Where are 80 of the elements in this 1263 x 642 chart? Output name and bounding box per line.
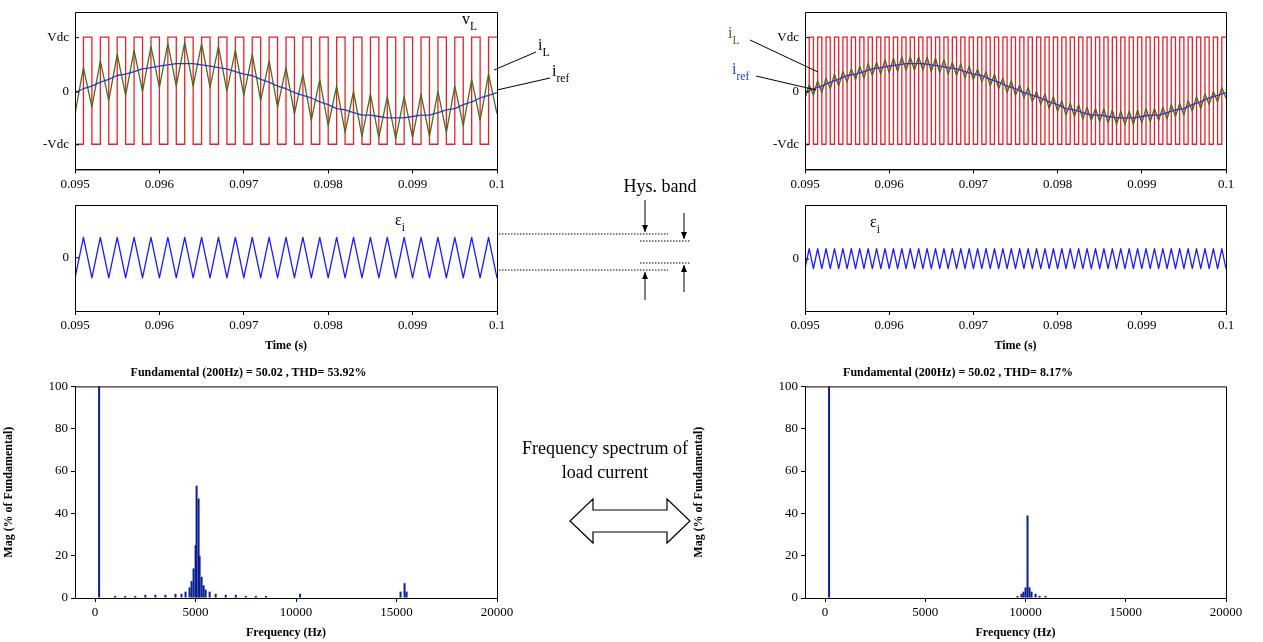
x-tick-label: 0.098 xyxy=(1042,175,1073,191)
y-axis-title: Mag (% of Fundamental) xyxy=(1,426,16,558)
y-tick-label: 100 xyxy=(48,377,68,393)
x-tick-label: 0.099 xyxy=(397,175,428,191)
x-axis-title: Frequency (Hz) xyxy=(975,624,1056,639)
x-tick-label: 0.096 xyxy=(874,175,905,191)
bar xyxy=(204,589,207,598)
bar xyxy=(144,594,147,598)
x-tick-label: 0.095 xyxy=(60,175,90,191)
y-tick-label: 20 xyxy=(55,547,68,563)
text: -Vdc xyxy=(773,135,800,151)
x-tick-label: 0.1 xyxy=(488,317,506,333)
x-tick-label: 0.096 xyxy=(144,175,175,191)
y-tick-label: 20 xyxy=(785,547,798,563)
x-tick-label: 0.095 xyxy=(60,317,90,333)
x-tick-label: 0 xyxy=(91,604,99,620)
x-tick-label: 20000 xyxy=(1209,604,1243,620)
x-tick-label: 0.097 xyxy=(229,175,259,191)
x-tick-label: 15000 xyxy=(380,604,413,620)
bar xyxy=(234,594,237,598)
x-tick-label: 0.095 xyxy=(790,317,820,333)
y-tick-label: 40 xyxy=(55,504,68,520)
x-tick-label: 0.095 xyxy=(790,175,820,191)
x-axis-title: Time (s) xyxy=(994,337,1037,352)
x-axis-title: Time (s) xyxy=(264,337,308,352)
bar xyxy=(164,594,167,598)
x-tick-label: 0.097 xyxy=(958,175,989,191)
x-tick-label: 5000 xyxy=(912,604,939,620)
x-tick-label: 0.098 xyxy=(313,175,343,191)
bar xyxy=(299,593,302,598)
y-tick-label: 80 xyxy=(55,420,68,436)
text: Hys. band xyxy=(622,175,698,198)
bar xyxy=(828,386,831,598)
x-tick-label: 0.098 xyxy=(313,317,343,333)
x-tick-label: 0.097 xyxy=(229,317,259,333)
bar xyxy=(403,583,406,598)
x-tick-label: 0.096 xyxy=(144,317,175,333)
text: Vdc xyxy=(47,28,70,44)
x-tick-label: 0.1 xyxy=(1217,317,1235,333)
x-tick-label: 0.098 xyxy=(1042,317,1073,333)
bar xyxy=(214,593,217,598)
x-axis-title: Frequency (Hz) xyxy=(245,624,327,639)
bar xyxy=(208,591,211,598)
y-tick-label: 40 xyxy=(785,504,798,520)
bar xyxy=(180,593,183,598)
y-tick-label: 100 xyxy=(778,377,798,393)
bar xyxy=(1030,591,1033,598)
x-tick-label: 0.1 xyxy=(1217,175,1235,191)
y-tick-label: 60 xyxy=(55,462,68,478)
y-tick-label: 0 xyxy=(791,589,798,605)
bar xyxy=(98,386,101,598)
bar xyxy=(184,591,187,598)
y-axis-title: Mag (% of Fundamental) xyxy=(691,426,706,558)
x-tick-label: 10000 xyxy=(279,604,313,620)
chart-title: Fundamental (200Hz) = 50.02 , THD= 8.17% xyxy=(843,365,1073,380)
x-tick-label: 0.099 xyxy=(1127,317,1157,333)
x-tick-label: 15000 xyxy=(1109,604,1143,620)
x-tick-label: 10000 xyxy=(1009,604,1042,620)
bar xyxy=(399,591,402,598)
chart-title: Fundamental (200Hz) = 50.02 , THD= 53.92% xyxy=(130,365,367,380)
x-tick-label: 0 xyxy=(821,604,829,620)
y-tick-label: 60 xyxy=(785,462,798,478)
bar xyxy=(1026,515,1029,598)
y-tick-label: 80 xyxy=(785,420,798,436)
x-tick-label: 0.096 xyxy=(874,317,905,333)
bar xyxy=(195,485,198,598)
y-tick-label: 0 xyxy=(61,589,68,605)
x-tick-label: 0.099 xyxy=(1127,175,1157,191)
x-tick-label: 5000 xyxy=(182,604,209,620)
x-tick-label: 0.1 xyxy=(488,175,506,191)
bar xyxy=(1034,593,1037,598)
bar xyxy=(154,594,157,598)
text: -Vdc xyxy=(43,135,70,151)
bar xyxy=(224,594,227,598)
text: Vdc xyxy=(777,28,800,44)
x-tick-label: 0.097 xyxy=(958,317,989,333)
x-tick-label: 0.099 xyxy=(397,317,428,333)
x-tick-label: 20000 xyxy=(480,604,514,620)
bar xyxy=(174,593,177,598)
text: Frequency spectrum of load current xyxy=(522,438,688,483)
